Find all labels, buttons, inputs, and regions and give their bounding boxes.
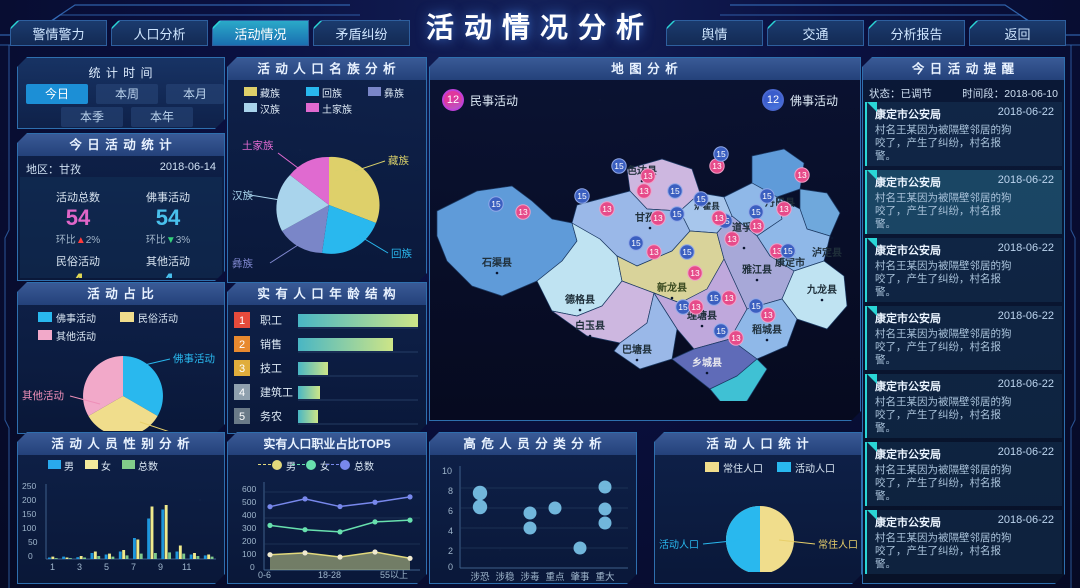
svg-text:500: 500 <box>242 497 256 507</box>
svg-text:10: 10 <box>442 466 452 476</box>
svg-text:15: 15 <box>709 293 719 303</box>
svg-text:销售: 销售 <box>260 337 282 351</box>
svg-text:13: 13 <box>518 207 528 217</box>
svg-text:肇事: 肇事 <box>570 571 590 581</box>
svg-text:8: 8 <box>448 486 453 496</box>
svg-text:13: 13 <box>712 161 722 171</box>
svg-text:15: 15 <box>614 161 624 171</box>
svg-text:11: 11 <box>182 562 191 572</box>
svg-text:白玉县: 白玉县 <box>575 319 605 332</box>
svg-text:13: 13 <box>779 204 789 214</box>
svg-text:稻城县: 稻城县 <box>752 323 782 336</box>
svg-text:13: 13 <box>639 186 649 196</box>
svg-text:15: 15 <box>696 194 706 204</box>
svg-text:巴塘县: 巴塘县 <box>622 343 652 356</box>
svg-text:汉族: 汉族 <box>232 189 253 202</box>
svg-text:土家族: 土家族 <box>242 139 274 152</box>
svg-text:回族: 回族 <box>391 247 412 260</box>
svg-text:9: 9 <box>158 562 163 572</box>
svg-text:重大: 重大 <box>595 571 615 581</box>
svg-text:其他活动: 其他活动 <box>22 389 64 402</box>
svg-text:15: 15 <box>670 186 680 196</box>
svg-text:技工: 技工 <box>260 362 282 375</box>
svg-text:13: 13 <box>752 221 762 231</box>
svg-text:3: 3 <box>239 363 245 375</box>
svg-text:3: 3 <box>77 562 82 572</box>
svg-text:0-6: 0-6 <box>258 570 271 580</box>
svg-text:50: 50 <box>28 537 38 547</box>
svg-text:重点: 重点 <box>545 571 565 581</box>
svg-text:4: 4 <box>239 387 245 399</box>
svg-text:13: 13 <box>797 170 807 180</box>
svg-text:德格县: 德格县 <box>564 293 595 306</box>
svg-text:150: 150 <box>22 509 36 519</box>
svg-text:13: 13 <box>731 333 741 343</box>
svg-text:雅江县: 雅江县 <box>742 263 772 276</box>
svg-text:2: 2 <box>239 339 245 351</box>
svg-text:13: 13 <box>653 213 663 223</box>
svg-text:400: 400 <box>242 510 256 520</box>
svg-text:15: 15 <box>672 209 682 219</box>
svg-text:200: 200 <box>22 495 36 505</box>
svg-text:13: 13 <box>690 268 700 278</box>
svg-text:15: 15 <box>491 199 501 209</box>
svg-text:活动人口: 活动人口 <box>659 539 699 551</box>
svg-text:7: 7 <box>131 562 136 572</box>
svg-text:6: 6 <box>448 506 453 516</box>
svg-text:300: 300 <box>242 523 256 533</box>
svg-text:九龙县: 九龙县 <box>806 283 837 296</box>
svg-text:乡城县: 乡城县 <box>692 356 722 369</box>
svg-text:新龙县: 新龙县 <box>657 281 687 294</box>
svg-text:5: 5 <box>104 562 109 572</box>
svg-text:13: 13 <box>691 302 701 312</box>
svg-text:5: 5 <box>239 411 245 423</box>
svg-text:600: 600 <box>242 484 256 494</box>
svg-text:涉稳: 涉稳 <box>495 571 515 581</box>
svg-text:13: 13 <box>727 234 737 244</box>
svg-text:1: 1 <box>50 562 55 572</box>
svg-text:15: 15 <box>716 326 726 336</box>
svg-text:13: 13 <box>602 204 612 214</box>
svg-text:200: 200 <box>242 536 256 546</box>
svg-text:泸定县: 泸定县 <box>812 246 842 259</box>
svg-text:务农: 务农 <box>260 409 282 423</box>
svg-text:0: 0 <box>448 562 453 572</box>
svg-text:15: 15 <box>716 149 726 159</box>
svg-text:13: 13 <box>643 171 653 181</box>
svg-text:100: 100 <box>22 523 36 533</box>
svg-text:15: 15 <box>631 238 641 248</box>
svg-text:15: 15 <box>577 191 587 201</box>
svg-text:藏族: 藏族 <box>388 154 409 167</box>
svg-text:15: 15 <box>682 247 692 257</box>
svg-text:15: 15 <box>783 246 793 256</box>
svg-text:0: 0 <box>250 562 255 572</box>
svg-text:13: 13 <box>724 293 734 303</box>
svg-text:涉恐: 涉恐 <box>470 571 490 581</box>
svg-text:15: 15 <box>751 301 761 311</box>
svg-text:彝族: 彝族 <box>232 257 253 270</box>
svg-text:13: 13 <box>649 247 659 257</box>
svg-text:石渠县: 石渠县 <box>481 256 512 269</box>
svg-text:2: 2 <box>448 546 453 556</box>
svg-text:13: 13 <box>763 310 773 320</box>
svg-text:15: 15 <box>762 191 772 201</box>
svg-text:0: 0 <box>28 551 33 561</box>
svg-text:常住人口: 常住人口 <box>818 538 858 551</box>
svg-text:建筑工: 建筑工 <box>260 385 293 399</box>
svg-text:职工: 职工 <box>260 314 282 327</box>
svg-text:100: 100 <box>242 549 256 559</box>
svg-text:15: 15 <box>751 207 761 217</box>
svg-text:4: 4 <box>448 526 453 536</box>
svg-text:250: 250 <box>22 481 36 491</box>
svg-text:15: 15 <box>678 302 688 312</box>
svg-text:55以上: 55以上 <box>380 570 408 580</box>
svg-text:18-28: 18-28 <box>318 570 341 580</box>
svg-text:涉毒: 涉毒 <box>520 571 540 581</box>
svg-text:1: 1 <box>239 315 245 327</box>
svg-text:13: 13 <box>714 213 724 223</box>
svg-text:佛事活动: 佛事活动 <box>173 352 215 365</box>
